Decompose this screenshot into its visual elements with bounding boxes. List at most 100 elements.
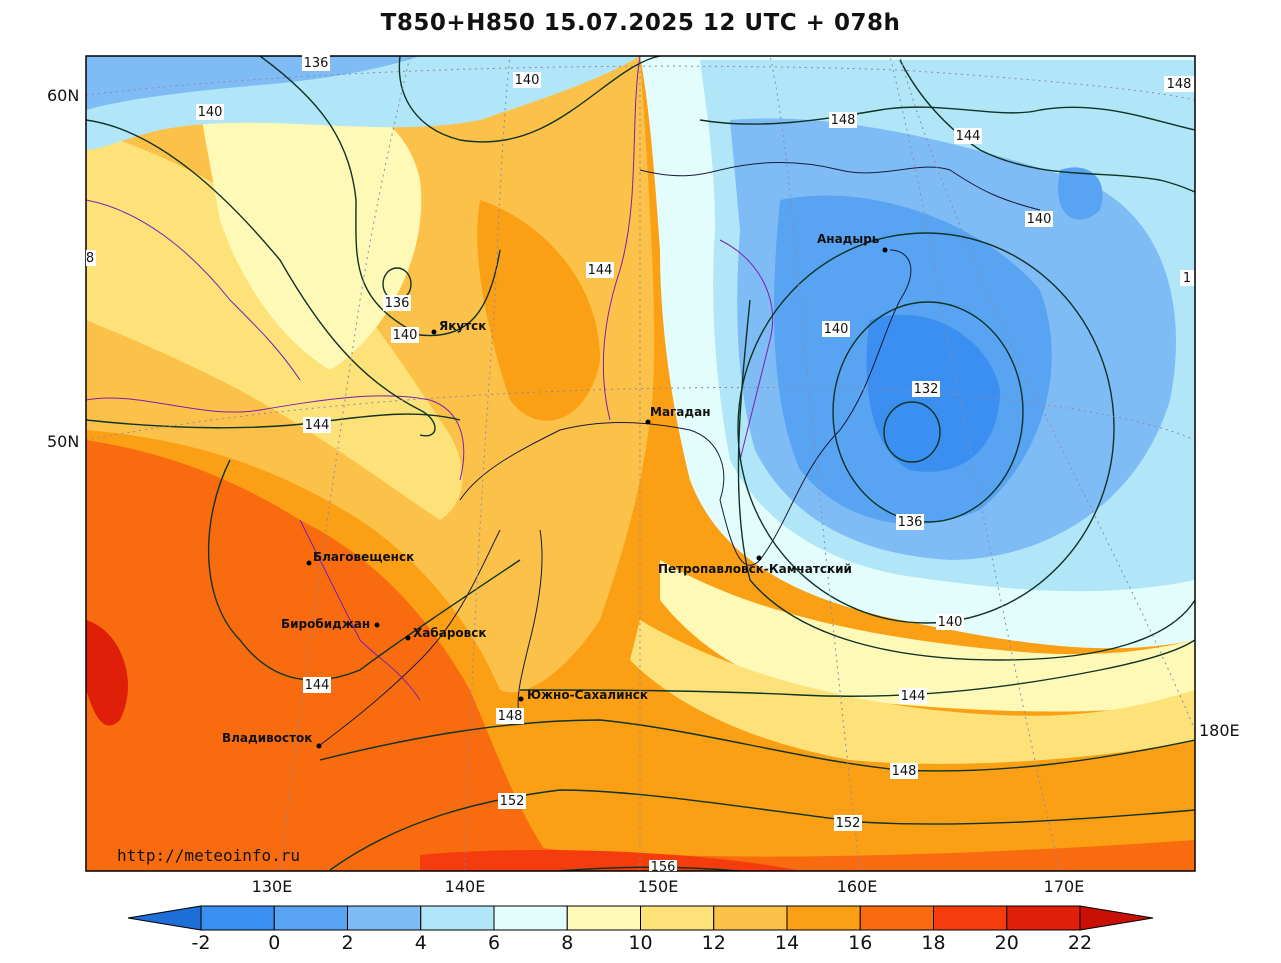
isohypse-label: 140 <box>391 327 419 343</box>
isohypse-label: 140 <box>196 104 224 120</box>
isohypse-label: 144 <box>954 128 982 144</box>
colorbar-label: 8 <box>561 932 573 954</box>
colorbar-swatch <box>347 905 422 931</box>
colorbar-swatch <box>786 905 861 931</box>
borders <box>86 56 774 701</box>
isohypse-label: 144 <box>303 417 331 433</box>
isohypse-label: 132 <box>912 381 940 397</box>
svg-text:Владивосток: Владивосток <box>222 731 312 745</box>
colorbar-label: 16 <box>848 932 872 954</box>
colorbar-swatch <box>859 905 934 931</box>
isohypse-label: 156 <box>649 860 677 875</box>
isohypse-label: 148 <box>829 112 857 128</box>
svg-text:156: 156 <box>651 860 676 875</box>
svg-text:136: 136 <box>385 296 410 311</box>
city-marker: Владивосток <box>222 731 322 749</box>
svg-text:Петропавловск-Камчатский: Петропавловск-Камчатский <box>658 562 852 576</box>
lon-label-140e: 140E <box>445 877 486 896</box>
colorbar-arrow-low <box>127 905 202 931</box>
svg-text:132: 132 <box>914 382 939 397</box>
city-marker: Южно-Сахалинск <box>518 688 648 702</box>
isohypse-label: 152 <box>834 815 862 831</box>
isohypse-label: 1 <box>1180 270 1194 286</box>
svg-text:Хабаровск: Хабаровск <box>413 626 487 640</box>
colorbar-label: 4 <box>415 932 427 954</box>
colorbar-swatch <box>200 905 275 931</box>
isohypse-label: 148 <box>890 763 918 779</box>
credit-url: http://meteoinfo.ru <box>117 846 300 865</box>
svg-text:144: 144 <box>305 678 330 693</box>
isohypse-label: 8 <box>86 250 96 266</box>
lon-label-170e: 170E <box>1044 877 1085 896</box>
isohypse-label: 144 <box>899 688 927 704</box>
temperature-field <box>86 56 1195 871</box>
colorbar-label: 0 <box>268 932 280 954</box>
isohypse-label: 136 <box>896 514 924 530</box>
svg-text:Якутск: Якутск <box>439 319 486 333</box>
svg-text:140: 140 <box>1027 212 1052 227</box>
map-title: T850+H850 15.07.2025 12 UTC + 078h <box>380 10 901 36</box>
lon-label-180e: 180E <box>1199 721 1240 740</box>
svg-text:Биробиджан: Биробиджан <box>281 617 370 631</box>
colorbar-label: 20 <box>995 932 1019 954</box>
coastlines <box>319 162 1041 746</box>
city-marker: Биробиджан <box>281 617 380 631</box>
city-marker: Петропавловск-Камчатский <box>658 555 852 576</box>
svg-text:136: 136 <box>898 515 923 530</box>
cities: Якутск Магадан Анадырь Петропавловск-Кам… <box>222 232 888 749</box>
svg-text:140: 140 <box>824 322 849 337</box>
svg-text:148: 148 <box>498 709 523 724</box>
isohypse-label: 144 <box>303 677 331 693</box>
svg-text:140: 140 <box>198 105 223 120</box>
svg-text:148: 148 <box>892 764 917 779</box>
lat-label-50n: 50N <box>47 432 79 451</box>
colorbar-label: 18 <box>921 932 945 954</box>
colorbar-label: 22 <box>1068 932 1092 954</box>
svg-text:140: 140 <box>515 73 540 88</box>
isohypse-label: 152 <box>498 793 526 809</box>
colorbar-label: 10 <box>628 932 652 954</box>
colorbar-swatch <box>933 905 1008 931</box>
city-marker: Якутск <box>431 319 486 335</box>
isohypse-label: 148 <box>1164 76 1194 92</box>
lon-label-150e: 150E <box>638 877 679 896</box>
svg-text:136: 136 <box>304 56 329 71</box>
isohypse-label: 140 <box>822 321 850 337</box>
map-frame <box>85 55 1196 872</box>
colorbar-label: 14 <box>775 932 799 954</box>
svg-text:140: 140 <box>938 615 963 630</box>
svg-text:140: 140 <box>393 328 418 343</box>
colorbar-label: 12 <box>702 932 726 954</box>
lat-label-60n: 60N <box>47 86 79 105</box>
graticule <box>86 56 1195 871</box>
isohypse-label: 140 <box>513 72 541 88</box>
svg-text:1: 1 <box>1183 271 1191 286</box>
isohypse-label: 136 <box>383 295 411 311</box>
city-marker: Магадан <box>645 405 711 425</box>
svg-text:Благовещенск: Благовещенск <box>313 550 414 564</box>
svg-text:144: 144 <box>901 689 926 704</box>
svg-text:144: 144 <box>305 418 330 433</box>
colorbar-swatch <box>566 905 641 931</box>
svg-text:8: 8 <box>86 251 94 266</box>
svg-text:152: 152 <box>836 816 861 831</box>
isohypse-label: 148 <box>496 708 524 724</box>
lon-label-160e: 160E <box>837 877 878 896</box>
colorbar-swatch <box>273 905 348 931</box>
svg-text:152: 152 <box>500 794 525 809</box>
svg-text:144: 144 <box>956 129 981 144</box>
svg-text:Южно-Сахалинск: Южно-Сахалинск <box>527 688 648 702</box>
colorbar-swatch <box>420 905 495 931</box>
colorbar-swatch <box>493 905 568 931</box>
isohypse-label: 140 <box>1025 211 1053 227</box>
svg-text:Анадырь: Анадырь <box>817 232 880 246</box>
svg-text:148: 148 <box>1167 77 1192 92</box>
isohypse-label: 140 <box>936 614 964 630</box>
isohypse-labels: 136 140 140 148 144 140 144 136 140 140 … <box>86 55 1194 875</box>
city-marker: Благовещенск <box>306 550 414 566</box>
colorbar-label: 2 <box>341 932 353 954</box>
svg-text:144: 144 <box>588 263 613 278</box>
svg-text:148: 148 <box>831 113 856 128</box>
colorbar-swatch <box>713 905 788 931</box>
